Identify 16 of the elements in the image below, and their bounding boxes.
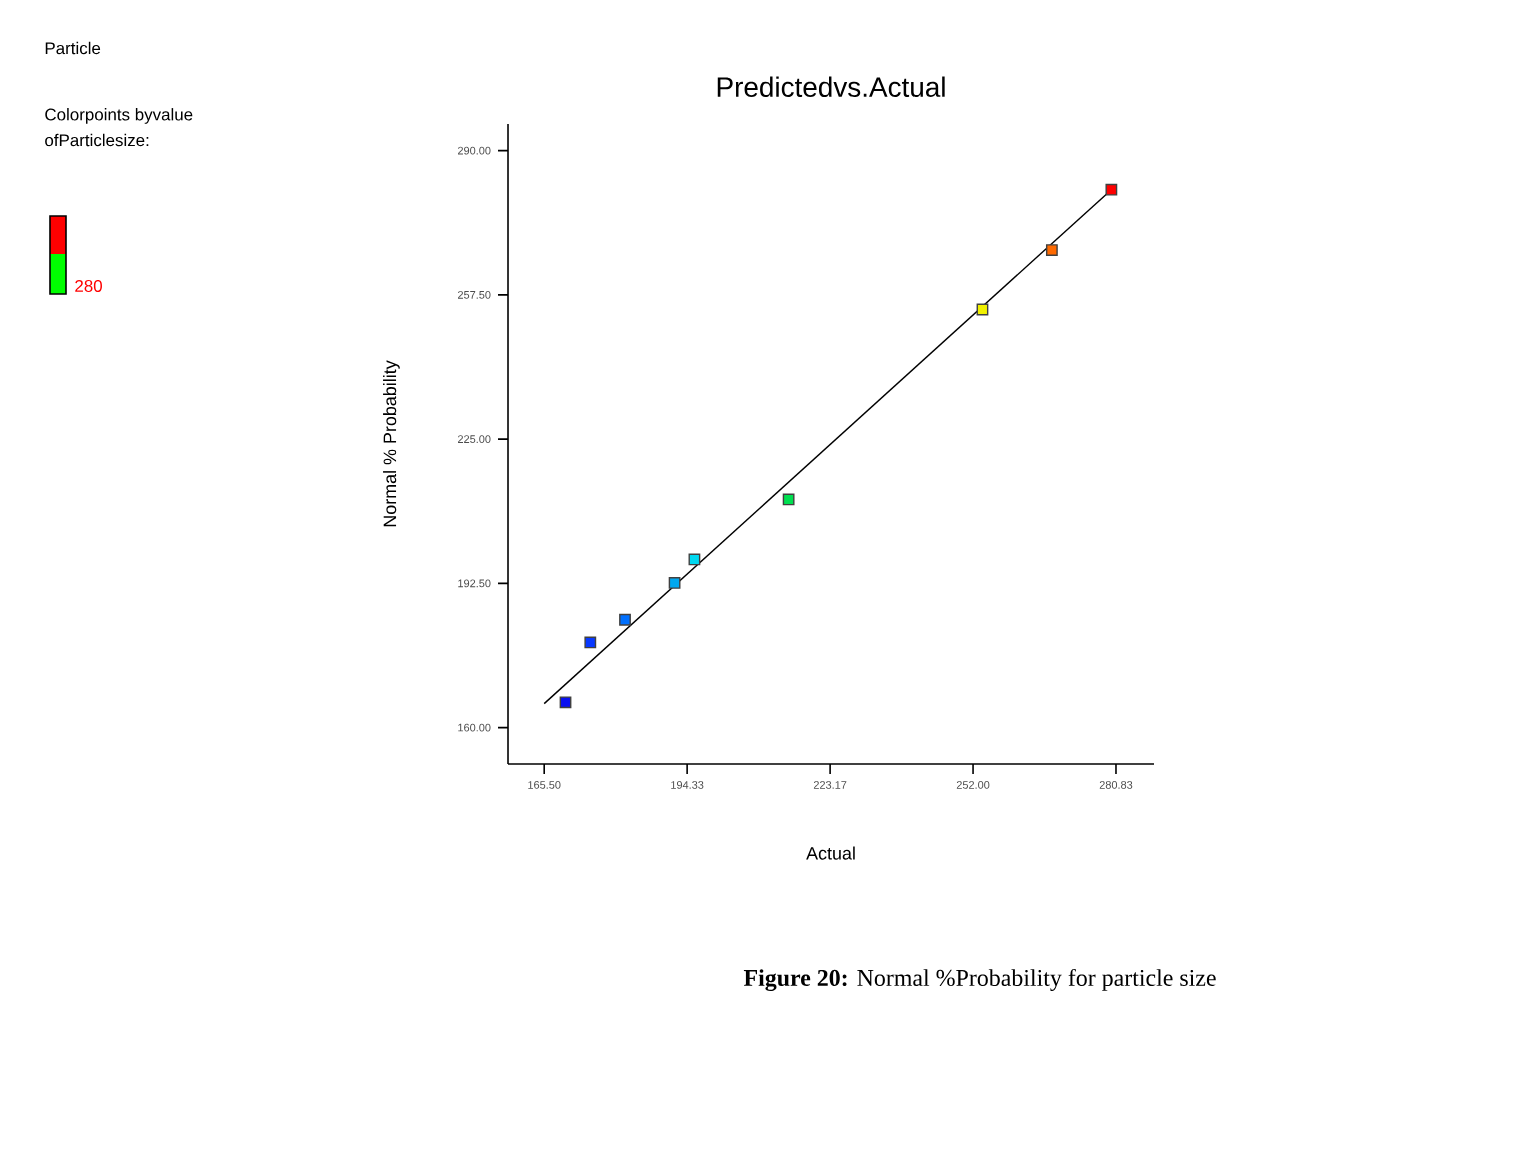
text: 280 [75,280,102,292]
point [619,613,631,626]
point [668,577,681,589]
point [559,696,572,709]
chart-title: Predictedvs.Actual [717,76,945,98]
text: Figure 20: Normal %Probability for particle size [743,968,1216,992]
point [782,493,795,506]
x-axis-title: Actual [806,846,855,860]
text: Particle [45,41,101,55]
text: Colorpoints byvalue [45,108,193,124]
point [688,553,701,566]
point [1045,244,1058,256]
point [584,636,597,649]
text: ofParticlesize: [45,133,149,147]
y-axis-title: Normal % Probability [383,360,400,527]
point [1105,183,1118,196]
